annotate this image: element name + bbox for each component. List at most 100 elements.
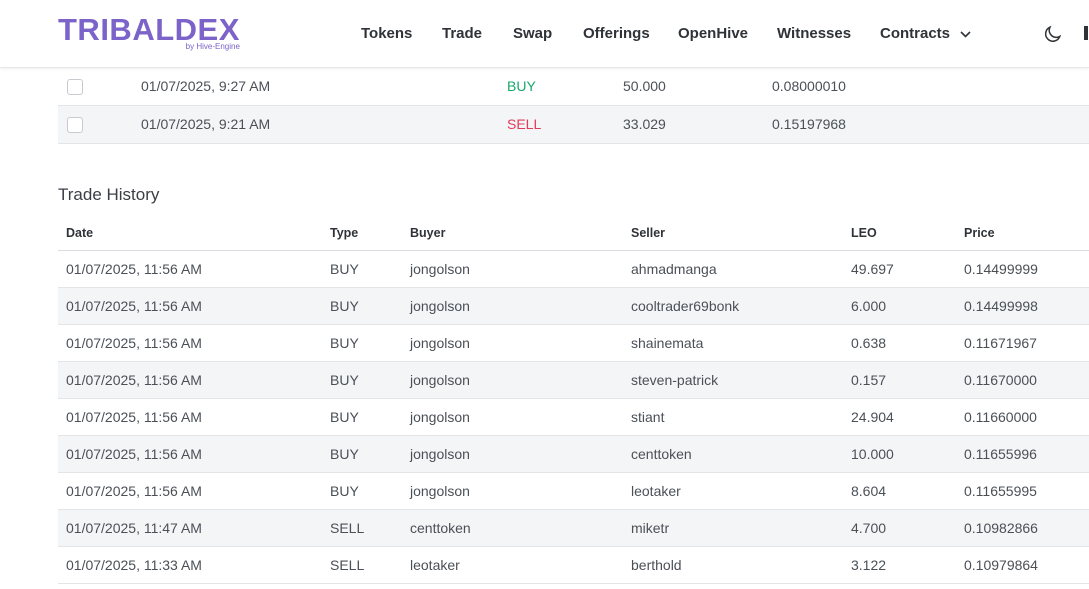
nav-offerings[interactable]: Offerings [583, 25, 650, 42]
trade-leo-amount: 0.157 [851, 372, 887, 388]
top-navbar: TRIBALDEX by Hive-Engine Tokens Trade Sw… [0, 0, 1089, 68]
trade-seller: centtoken [631, 446, 692, 462]
tribaldex-logo[interactable]: TRIBALDEX by Hive-Engine [58, 12, 240, 51]
trade-date: 01/07/2025, 11:56 AM [66, 446, 202, 462]
nav-openhive[interactable]: OpenHive [678, 25, 749, 42]
trade-leo-amount: 0.638 [851, 335, 887, 351]
trade-date: 01/07/2025, 11:56 AM [66, 409, 202, 425]
table-row: 01/07/2025, 11:56 AM BUY jongolson ahmadman… [58, 251, 1089, 288]
moon-icon[interactable] [1043, 24, 1063, 44]
trade-buyer: jongolson [410, 409, 470, 425]
trade-seller: steven-patrick [631, 372, 719, 388]
trade-leo-amount: 10.000 [851, 446, 894, 462]
trade-price: 0.11670000 [964, 372, 1037, 388]
order-date: 01/07/2025, 9:21 AM [141, 116, 271, 132]
table-row: 01/07/2025, 11:47 AM SELL centtoken miketr 4… [58, 510, 1089, 547]
col-seller[interactable]: Seller [631, 226, 666, 240]
trade-type: SELL [330, 557, 365, 573]
trade-seller: ahmadmanga [631, 261, 717, 277]
account-icon[interactable] [1084, 26, 1088, 40]
nav-trade[interactable]: Trade [442, 25, 483, 42]
trade-date: 01/07/2025, 11:56 AM [66, 372, 202, 388]
trade-price: 0.14499999 [964, 261, 1038, 277]
logo-subtitle: by Hive-Engine [185, 42, 240, 51]
table-row: 01/07/2025, 11:56 AM BUY jongolson cooltrad… [58, 288, 1089, 325]
trade-date: 01/07/2025, 11:56 AM [66, 335, 202, 351]
trade-date: 01/07/2025, 11:56 AM [66, 261, 202, 277]
trade-type: BUY [330, 298, 359, 314]
open-orders-table: 01/07/2025, 9:27 AM BUY 50.000 0.0800001… [58, 68, 1089, 144]
trade-type: BUY [330, 483, 359, 499]
trade-seller: shainemata [631, 335, 704, 351]
trade-price: 0.11655996 [964, 446, 1037, 462]
table-row: 01/07/2025, 11:56 AM BUY jongolson stiant 24… [58, 399, 1089, 436]
trade-price: 0.10979864 [964, 557, 1038, 573]
trade-leo-amount: 24.904 [851, 409, 894, 425]
nav-witnesses[interactable]: Witnesses [777, 25, 852, 42]
trade-buyer: jongolson [410, 446, 470, 462]
table-row: 01/07/2025, 11:56 AM BUY jongolson steven-p… [58, 362, 1089, 399]
trade-seller: miketr [631, 520, 670, 536]
table-header: Date Type Buyer Seller LEO Price [58, 216, 1089, 251]
trade-date: 01/07/2025, 11:33 AM [66, 557, 202, 573]
trade-type: BUY [330, 372, 359, 388]
trade-date: 01/07/2025, 11:56 AM [66, 483, 202, 499]
trade-type: SELL [330, 520, 365, 536]
trade-date: 01/07/2025, 11:47 AM [66, 520, 202, 536]
order-type: SELL [507, 116, 542, 132]
trade-date: 01/07/2025, 11:56 AM [66, 298, 202, 314]
trade-seller: cooltrader69bonk [631, 298, 740, 314]
trade-leo-amount: 4.700 [851, 520, 887, 536]
trade-price: 0.14499998 [964, 298, 1038, 314]
order-date: 01/07/2025, 9:27 AM [141, 78, 271, 94]
trade-buyer: jongolson [410, 261, 470, 277]
trade-leo-amount: 3.122 [851, 557, 887, 573]
trade-history-table: Date Type Buyer Seller LEO Price 01/07/2… [58, 216, 1089, 584]
nav-contracts-label: Contracts [880, 25, 951, 42]
table-row: 01/07/2025, 11:33 AM SELL leotaker berthold… [58, 547, 1089, 584]
order-quantity: 50.000 [623, 78, 666, 94]
trade-leo-amount: 49.697 [851, 261, 894, 277]
order-type: BUY [507, 78, 536, 94]
trade-price: 0.11671967 [964, 335, 1037, 351]
nav-swap[interactable]: Swap [513, 25, 553, 42]
trade-buyer: jongolson [410, 483, 470, 499]
trade-rows: 01/07/2025, 11:56 AM BUY jongolson ahmadman… [58, 251, 1089, 584]
col-price[interactable]: Price [964, 226, 995, 240]
trade-buyer: leotaker [410, 557, 460, 573]
order-checkbox[interactable] [67, 79, 83, 95]
col-leo[interactable]: LEO [851, 226, 877, 240]
table-row: 01/07/2025, 11:56 AM BUY jongolson leotaker… [58, 473, 1089, 510]
col-type[interactable]: Type [330, 226, 359, 240]
order-checkbox[interactable] [67, 117, 83, 133]
trade-type: BUY [330, 446, 359, 462]
order-price: 0.15197968 [772, 116, 846, 132]
trade-type: BUY [330, 261, 359, 277]
logo-text: TRIBALDEX [58, 12, 240, 47]
nav-tokens[interactable]: Tokens [361, 25, 413, 42]
col-date[interactable]: Date [66, 226, 94, 240]
trade-seller: leotaker [631, 483, 681, 499]
chevron-down-icon [960, 30, 971, 38]
trade-price: 0.10982866 [964, 520, 1038, 536]
trade-history-title: Trade History [58, 185, 160, 204]
trade-seller: berthold [631, 557, 682, 573]
nav-contracts[interactable]: Contracts [880, 22, 971, 46]
trade-buyer: jongolson [410, 335, 470, 351]
trade-type: BUY [330, 335, 359, 351]
trade-buyer: jongolson [410, 372, 470, 388]
order-row: 01/07/2025, 9:21 AM SELL 33.029 0.151979… [58, 106, 1089, 144]
trade-type: BUY [330, 409, 359, 425]
trade-buyer: centtoken [410, 520, 471, 536]
order-quantity: 33.029 [623, 116, 666, 132]
trade-seller: stiant [631, 409, 665, 425]
col-buyer[interactable]: Buyer [410, 226, 446, 240]
trade-price: 0.11655995 [964, 483, 1037, 499]
order-price: 0.08000010 [772, 78, 846, 94]
trade-leo-amount: 6.000 [851, 298, 887, 314]
table-row: 01/07/2025, 11:56 AM BUY jongolson centtoke… [58, 436, 1089, 473]
trade-buyer: jongolson [410, 298, 470, 314]
table-row: 01/07/2025, 11:56 AM BUY jongolson shainema… [58, 325, 1089, 362]
trade-price: 0.11660000 [964, 409, 1037, 425]
trade-leo-amount: 8.604 [851, 483, 887, 499]
